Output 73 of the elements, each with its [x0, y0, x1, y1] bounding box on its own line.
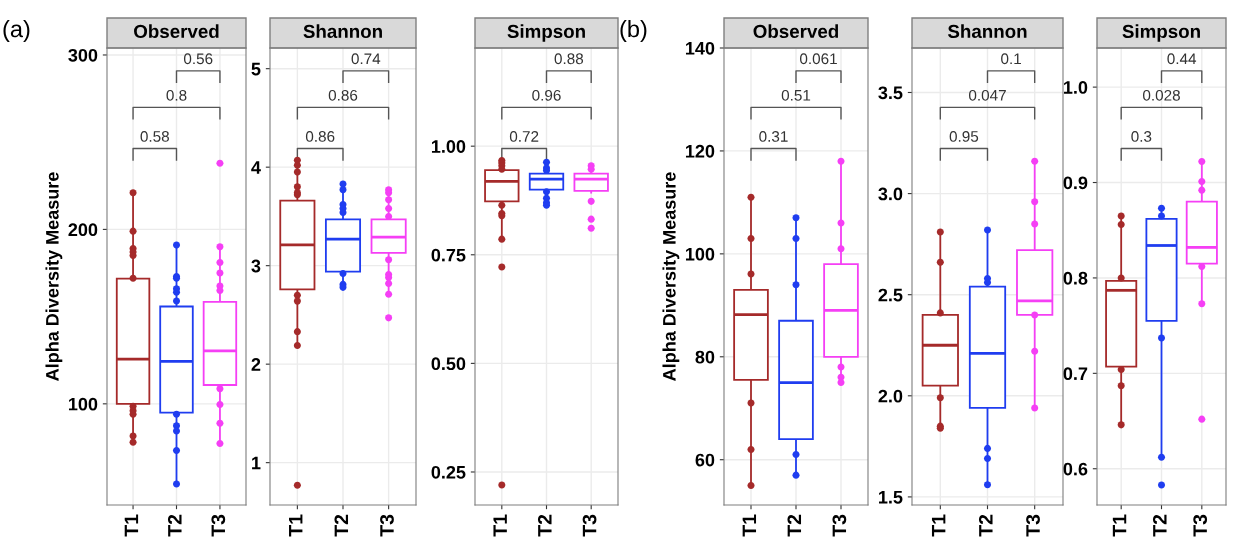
y-tick-label: 3.0 — [878, 187, 903, 201]
y-tick-label: 1.0 — [1064, 81, 1088, 94]
annotation: 0.047 — [968, 89, 1006, 101]
y-tick-label: 2 — [251, 358, 261, 371]
annotation: 0.74 — [351, 53, 381, 65]
x-tick-label: T3 — [1026, 514, 1040, 537]
chart-title: Shannon — [303, 24, 382, 39]
annotation: 0.44 — [1167, 53, 1197, 65]
y-tick-label: 2.0 — [878, 389, 903, 403]
y-tick-label: 1.00 — [431, 140, 466, 153]
y-tick-label: 2.5 — [878, 288, 903, 302]
annotation: 0.1 — [1001, 53, 1021, 65]
text: (b) — [620, 19, 647, 42]
chart-title: Observed — [134, 24, 219, 39]
x-tick-label: T2 — [1152, 514, 1167, 537]
chart-title: Simpson — [507, 24, 585, 42]
y-tick-label: 100 — [68, 397, 98, 411]
y-tick-label: 100 — [685, 247, 715, 261]
annotation: 0.061 — [799, 53, 837, 65]
y-tick-label: 140 — [685, 41, 715, 55]
annotation: 0.3 — [1131, 131, 1152, 142]
y-axis-title: Alpha Diversity Measure — [45, 172, 63, 381]
y-tick-label: 0.50 — [431, 357, 466, 371]
x-tick-label: T2 — [787, 514, 802, 537]
annotation: 0.51 — [781, 89, 811, 101]
y-tick-label: 0.25 — [431, 465, 466, 479]
y-tick-label: 1.5 — [879, 491, 903, 504]
annotation: 0.96 — [532, 89, 561, 101]
x-tick-label: T1 — [289, 514, 303, 537]
x-tick-label: T2 — [167, 514, 182, 537]
y-tick-label: 60 — [695, 453, 715, 467]
annotation: 0.72 — [509, 131, 539, 142]
x-tick-label: T2 — [537, 514, 552, 537]
y-tick-label: 5 — [251, 62, 261, 76]
x-tick-label: T1 — [1112, 514, 1127, 537]
annotation: 0.028 — [1142, 89, 1180, 101]
y-axis-title: Alpha Diversity Measure — [662, 172, 680, 381]
chart-title: Simpson — [1122, 24, 1200, 42]
x-tick-label: T2 — [334, 514, 349, 537]
x-tick-label: T3 — [832, 514, 847, 537]
x-tick-label: T1 — [931, 514, 946, 537]
x-tick-label: T3 — [380, 514, 394, 537]
y-tick-label: 0.9 — [1063, 176, 1088, 190]
y-tick-label: 0.75 — [431, 248, 466, 262]
x-tick-label: T3 — [211, 514, 226, 537]
chart-title: Observed — [753, 24, 839, 39]
x-tick-label: T1 — [493, 514, 507, 537]
x-tick-label: T3 — [1193, 514, 1208, 537]
x-tick-label: T2 — [978, 514, 993, 537]
y-tick-label: 0.8 — [1063, 271, 1088, 285]
annotation: 0.88 — [554, 53, 584, 65]
text: (a) — [3, 19, 30, 42]
annotation: 0.8 — [166, 89, 187, 101]
annotation: 0.56 — [183, 53, 213, 65]
y-tick-label: 200 — [68, 223, 98, 237]
annotation: 0.86 — [328, 89, 358, 101]
y-tick-label: 80 — [695, 350, 715, 364]
x-tick-label: T1 — [124, 514, 139, 537]
y-tick-label: 300 — [68, 48, 98, 62]
y-tick-label: 0.6 — [1063, 462, 1088, 476]
annotation: 0.58 — [140, 131, 169, 142]
y-tick-label: 3 — [251, 259, 261, 273]
annotation: 0.31 — [759, 131, 788, 142]
x-tick-label: T3 — [582, 514, 597, 537]
x-tick-label: T1 — [742, 514, 757, 537]
y-tick-label: 4 — [251, 161, 261, 174]
chart-title: Shannon — [947, 24, 1027, 39]
annotation: 0.86 — [305, 131, 335, 142]
y-tick-label: 120 — [685, 144, 715, 158]
annotation: 0.95 — [949, 131, 979, 142]
y-tick-label: 0.7 — [1063, 367, 1088, 381]
y-tick-label: 3.5 — [878, 86, 903, 100]
y-tick-label: 1 — [252, 456, 261, 470]
